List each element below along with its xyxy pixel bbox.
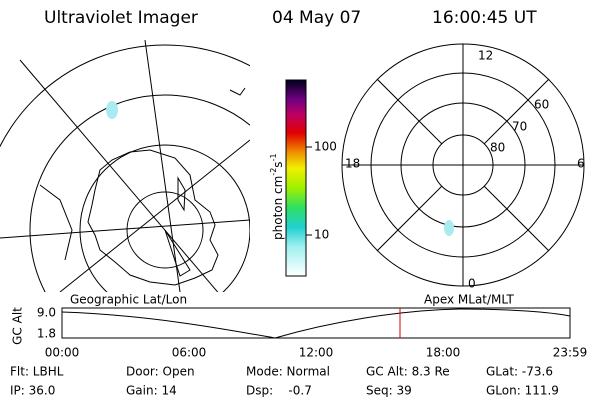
y-axis-label: GC Alt	[11, 307, 25, 345]
unit-text: s	[271, 161, 285, 167]
apex-label: Apex MLat/MLT	[424, 293, 514, 307]
altitude-frame	[61, 307, 571, 339]
unit-exp: -1	[269, 153, 278, 161]
x-tick-label: 23:59	[553, 346, 588, 360]
footer-field: GLat: -73.6	[486, 365, 553, 379]
unit-exp: -2	[269, 168, 278, 176]
footer-field: Flt: LBHL	[10, 365, 64, 379]
colorbar-tick-label: 100	[314, 140, 337, 154]
footer-field: Door: Open	[126, 365, 195, 379]
apex-map	[341, 43, 585, 287]
time: 16:00:45 UT	[432, 8, 537, 28]
x-ticks: 00:00 06:00 12:00 18:00 23:59	[45, 346, 588, 360]
footer-field: GLon: 111.9	[486, 384, 559, 398]
y-tick-label: 9.0	[37, 306, 56, 320]
title: Ultraviolet Imager	[44, 8, 198, 28]
footer-field: GC Alt: 8.3 Re	[366, 365, 450, 379]
colorbar-tick-label: 10	[314, 228, 329, 242]
geographic-map	[0, 40, 250, 292]
lat-label: 70	[512, 120, 527, 134]
mlt-label: 12	[478, 49, 493, 63]
colorbar	[285, 79, 307, 277]
footer-field: Mode: Normal	[246, 365, 330, 379]
colorbar-unit: photon cm-2s-1	[269, 153, 285, 240]
unit-text: photon cm	[271, 176, 285, 240]
date: 04 May 07	[272, 8, 361, 28]
x-tick-label: 06:00	[172, 346, 207, 360]
x-tick-label: 12:00	[299, 346, 334, 360]
x-tick-label: 18:00	[426, 346, 461, 360]
mlt-label: 6	[577, 157, 585, 171]
footer-field: Seq: 39	[366, 384, 412, 398]
footer-field: Dsp: -0.7	[246, 384, 312, 398]
lat-label: 80	[490, 141, 505, 155]
lat-label: 60	[534, 98, 549, 112]
footer: Flt: LBHL Door: Open Mode: Normal GC Alt: 8…	[10, 365, 559, 398]
mlt-label: 0	[468, 277, 476, 291]
geographic-label: Geographic Lat/Lon	[70, 293, 187, 307]
y-tick-label: 1.8	[37, 327, 56, 341]
footer-field: IP: 36.0	[10, 384, 55, 398]
x-tick-label: 00:00	[45, 346, 80, 360]
footer-field: Gain: 14	[126, 384, 177, 398]
altitude-curve	[61, 308, 571, 339]
mlt-label: 18	[345, 157, 360, 171]
